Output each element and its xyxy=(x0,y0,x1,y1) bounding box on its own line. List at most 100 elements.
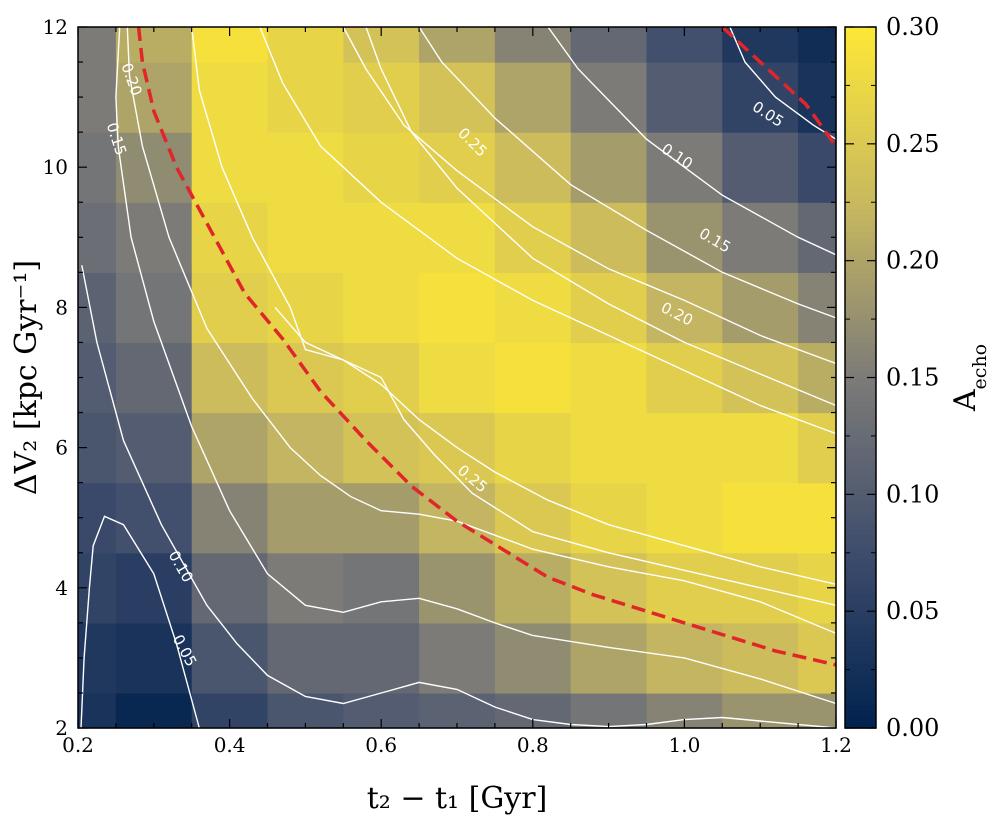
colorbar-segment xyxy=(845,143,876,151)
colorbar-segment xyxy=(845,97,876,104)
colorbar-segment xyxy=(845,465,876,472)
colorbar-tick-label: 0.25 xyxy=(886,130,939,158)
colorbar-segment xyxy=(845,704,876,712)
colorbar-segment xyxy=(845,348,876,355)
colorbar-segment xyxy=(845,529,876,536)
heatmap-cell xyxy=(191,132,269,203)
colorbar-segment xyxy=(845,38,876,46)
heatmap-cell xyxy=(722,412,799,484)
heatmap-cell xyxy=(343,552,420,624)
heatmap-cell xyxy=(78,342,117,414)
colorbar-segment xyxy=(845,67,876,75)
y-axis-label: ΔV₂ [kpc Gyr⁻¹] xyxy=(9,260,44,495)
colorbar-segment xyxy=(845,546,876,554)
heatmap-cell xyxy=(570,692,648,729)
colorbar-segment xyxy=(845,56,876,63)
heatmap-cell xyxy=(722,342,799,414)
heatmap-cell xyxy=(115,342,193,414)
colorbar-segment xyxy=(845,424,876,431)
colorbar-segment xyxy=(845,710,876,718)
colorbar-segment xyxy=(845,681,876,688)
heatmap-cell xyxy=(115,692,193,729)
colorbar-segment xyxy=(845,552,876,560)
heatmap-cell xyxy=(267,202,344,273)
red-dashed-curves xyxy=(136,25,838,667)
colorbar-segment xyxy=(845,430,876,437)
colorbar-segment xyxy=(845,178,876,186)
colorbar-segment xyxy=(845,617,876,624)
colorbar-segment xyxy=(845,698,876,706)
heatmap-cell xyxy=(798,202,837,273)
heatmap-cell xyxy=(570,552,648,624)
heatmap-cell xyxy=(191,202,269,273)
colorbar-segment xyxy=(845,605,876,612)
colorbar-segment xyxy=(845,114,876,122)
colorbar-segment xyxy=(845,634,876,642)
colorbar-segment xyxy=(845,266,876,274)
heatmap-cell xyxy=(191,62,269,133)
heatmap-cell xyxy=(191,552,269,624)
heatmap-cell xyxy=(646,412,723,484)
colorbar-segment xyxy=(845,646,876,653)
axis-ticks: 0.2 0.4 0.6 0.8 1.0 1.2 2 4 6 8 10 12 xyxy=(43,15,852,757)
colorbar-segment xyxy=(845,213,876,221)
colorbar-segment xyxy=(845,62,876,69)
colorbar-segment xyxy=(845,307,876,314)
colorbar-segment xyxy=(845,319,876,326)
heatmap-cell xyxy=(494,62,572,133)
y-tick-label: 10 xyxy=(43,155,68,179)
heatmap-cell xyxy=(267,272,344,344)
heatmap-cell xyxy=(494,342,572,414)
heatmap-cell xyxy=(343,132,420,203)
colorbar-segment xyxy=(845,441,876,449)
colorbar-segment xyxy=(845,558,876,566)
colorbar-segment xyxy=(845,383,876,390)
red-dashed-curve xyxy=(136,26,837,667)
x-tick-label: 1.2 xyxy=(820,733,852,757)
heatmap-cell xyxy=(798,482,837,554)
heatmap-cell xyxy=(722,692,799,729)
colorbar-segment xyxy=(845,488,876,496)
colorbar-segment xyxy=(845,137,876,145)
contour-lines xyxy=(80,26,837,729)
colorbar-segment xyxy=(845,120,876,128)
colorbar-segment xyxy=(845,231,876,238)
colorbar-segment xyxy=(845,301,876,309)
heatmap-cell xyxy=(267,552,344,624)
y-tick-label: 8 xyxy=(55,295,68,319)
heatmap-cell xyxy=(78,482,117,554)
heatmap-cell xyxy=(191,622,269,694)
colorbar-segment xyxy=(845,225,876,233)
x-tick-label: 0.2 xyxy=(62,733,94,757)
heatmap-cell xyxy=(191,482,269,554)
heatmap-cell xyxy=(570,272,648,344)
heatmap-cell xyxy=(343,272,420,344)
colorbar-segment xyxy=(845,418,876,425)
colorbar-segment xyxy=(845,284,876,291)
colorbar-segment xyxy=(845,511,876,519)
colorbar-segment xyxy=(845,330,876,338)
heatmap-cell xyxy=(494,482,572,554)
heatmap-cell xyxy=(191,412,269,484)
heatmap-cell xyxy=(646,62,723,133)
colorbar-segment xyxy=(845,155,876,163)
colorbar-segment xyxy=(845,190,876,198)
red-dashed-curve xyxy=(721,25,838,148)
contour-line xyxy=(191,26,837,606)
heatmap-cell xyxy=(78,692,117,729)
y-tick-label: 2 xyxy=(55,716,68,740)
heatmap-cell xyxy=(494,412,572,484)
colorbar: 0.00 0.05 0.10 0.15 0.20 0.25 0.30 xyxy=(844,13,939,742)
colorbar-segment xyxy=(845,102,876,110)
contour-line xyxy=(547,26,837,256)
colorbar-segment xyxy=(845,278,876,285)
colorbar-segment xyxy=(845,470,876,478)
heatmap-cell xyxy=(115,412,193,484)
heatmap-cell xyxy=(115,62,193,133)
colorbar-segment xyxy=(845,324,876,332)
heatmap-cell xyxy=(191,342,269,414)
colorbar-segment xyxy=(845,400,876,408)
heatmap-cell xyxy=(722,27,799,63)
colorbar-segment xyxy=(845,611,876,618)
